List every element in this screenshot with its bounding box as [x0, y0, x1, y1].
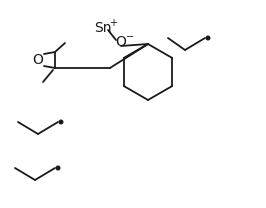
Circle shape	[56, 166, 60, 170]
Text: O: O	[32, 53, 43, 67]
Circle shape	[59, 120, 63, 124]
Text: Sn: Sn	[94, 21, 112, 35]
Circle shape	[206, 36, 210, 40]
Text: O: O	[115, 35, 126, 49]
Text: +: +	[109, 18, 117, 28]
Text: −: −	[126, 32, 134, 42]
